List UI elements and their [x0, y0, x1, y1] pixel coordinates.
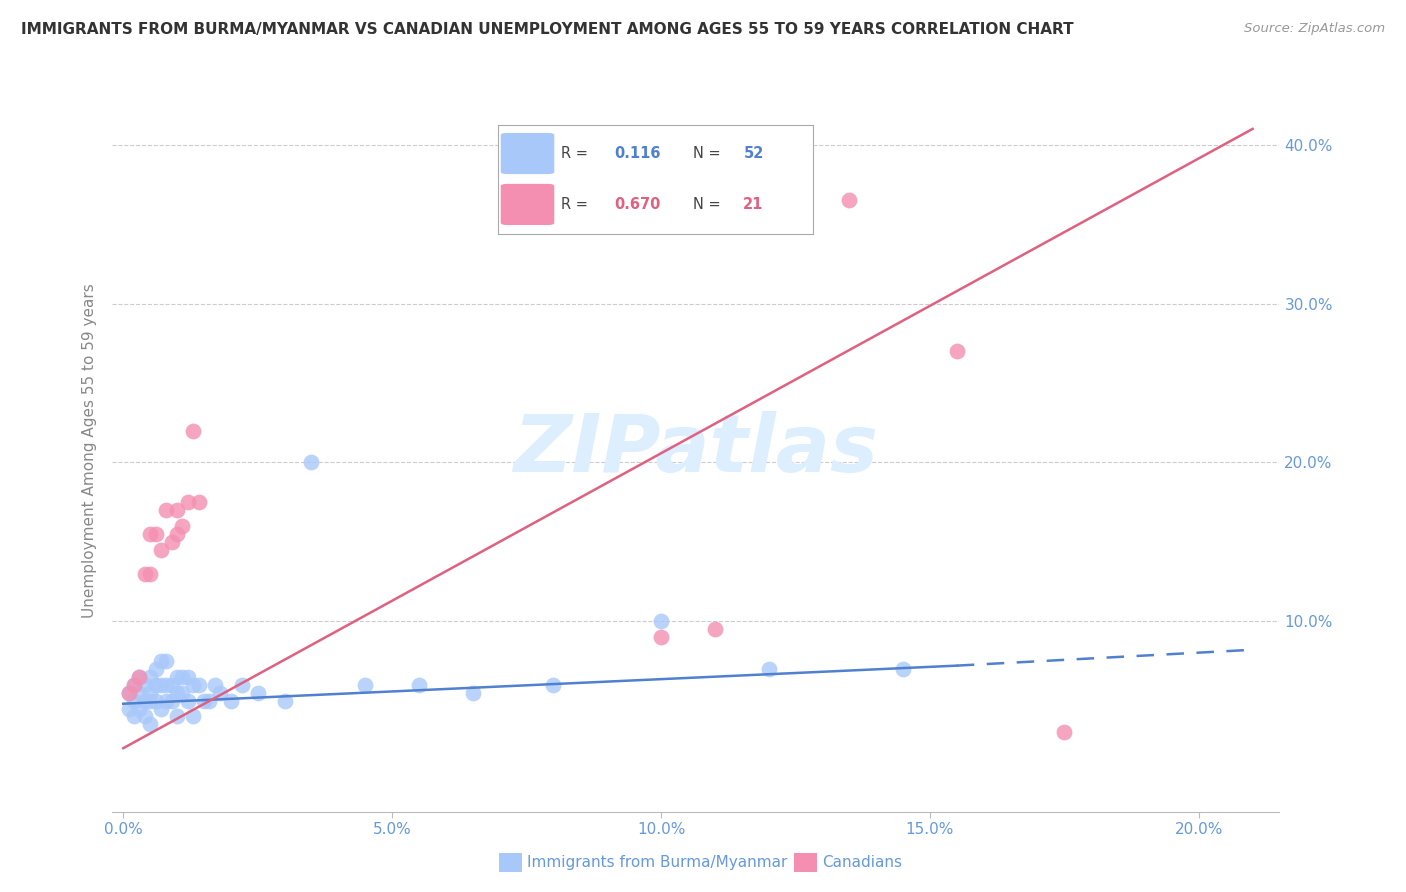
Y-axis label: Unemployment Among Ages 55 to 59 years: Unemployment Among Ages 55 to 59 years [82, 283, 97, 618]
Point [139, 685, 162, 699]
Point [208, 685, 231, 699]
Point [408, 678, 430, 692]
Point [198, 693, 221, 707]
Point [461, 685, 484, 699]
Point [166, 526, 188, 541]
Point [128, 670, 150, 684]
Point [703, 622, 725, 636]
Text: Immigrants from Burma/Myanmar: Immigrants from Burma/Myanmar [527, 855, 787, 870]
Point [758, 662, 780, 676]
Point [139, 526, 162, 541]
Point [166, 709, 188, 723]
Point [145, 693, 167, 707]
Point [650, 614, 672, 628]
Point [172, 519, 194, 533]
Text: ZIPatlas: ZIPatlas [513, 411, 879, 490]
Point [172, 670, 194, 684]
Point [134, 678, 156, 692]
Point [181, 424, 204, 438]
Point [145, 526, 167, 541]
Point [1053, 725, 1076, 739]
Point [891, 662, 914, 676]
Point [134, 566, 156, 581]
Point [650, 630, 672, 644]
Text: Canadians: Canadians [823, 855, 903, 870]
Point [231, 678, 253, 692]
Point [946, 344, 969, 359]
Point [122, 693, 145, 707]
Point [122, 709, 145, 723]
Point [181, 709, 204, 723]
Point [117, 685, 139, 699]
Point [139, 693, 162, 707]
Point [181, 678, 204, 692]
Point [139, 566, 162, 581]
Point [172, 685, 194, 699]
Point [128, 701, 150, 715]
Point [117, 685, 139, 699]
Point [149, 542, 172, 557]
Point [273, 693, 295, 707]
Point [166, 503, 188, 517]
Point [155, 503, 177, 517]
Text: Source: ZipAtlas.com: Source: ZipAtlas.com [1244, 22, 1385, 36]
Point [122, 678, 145, 692]
Point [149, 654, 172, 668]
Point [117, 701, 139, 715]
Point [134, 693, 156, 707]
Point [145, 662, 167, 676]
Point [155, 678, 177, 692]
Point [160, 693, 183, 707]
Point [177, 495, 200, 509]
Point [187, 678, 209, 692]
Point [149, 701, 172, 715]
Point [145, 678, 167, 692]
Point [166, 670, 188, 684]
Point [139, 670, 162, 684]
Point [155, 654, 177, 668]
Point [177, 670, 200, 684]
Point [122, 678, 145, 692]
Point [301, 455, 323, 469]
Point [177, 693, 200, 707]
Point [354, 678, 377, 692]
Point [246, 685, 269, 699]
Point [204, 678, 226, 692]
Point [219, 693, 242, 707]
Point [543, 678, 565, 692]
Point [166, 685, 188, 699]
Point [160, 534, 183, 549]
Point [838, 194, 860, 208]
Point [128, 670, 150, 684]
Point [187, 495, 209, 509]
Point [193, 693, 215, 707]
Point [160, 678, 183, 692]
Point [155, 693, 177, 707]
Point [149, 678, 172, 692]
Point [128, 685, 150, 699]
Text: IMMIGRANTS FROM BURMA/MYANMAR VS CANADIAN UNEMPLOYMENT AMONG AGES 55 TO 59 YEARS: IMMIGRANTS FROM BURMA/MYANMAR VS CANADIA… [21, 22, 1074, 37]
Point [134, 709, 156, 723]
Point [139, 717, 162, 731]
